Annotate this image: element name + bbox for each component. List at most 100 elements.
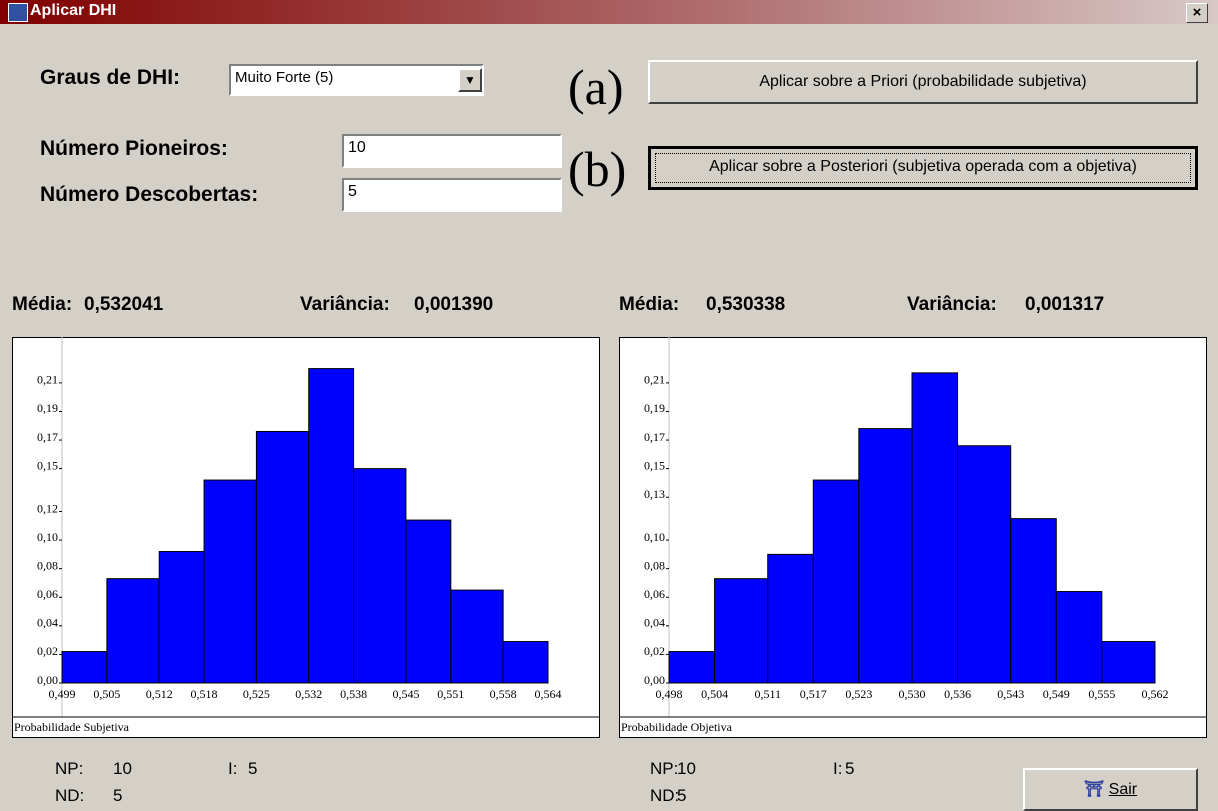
x-tick-label: 0,498 [656,687,683,701]
window: {"window": {"title": "Aplicar DHI", "clo… [0,0,1218,811]
bar [354,469,406,683]
bar [912,373,958,683]
y-tick-label: 0,00 [37,673,58,687]
button-a[interactable]: Aplicar sobre a Priori (probabilidade su… [648,60,1198,104]
np-value: 10 [677,759,696,779]
y-tick-label: 0,02 [644,644,665,658]
bar [1056,592,1102,683]
y-tick-label: 0,08 [644,558,665,572]
x-tick-label: 0,549 [1043,687,1070,701]
x-tick-label: 0,499 [49,687,76,701]
bar [451,590,503,683]
x-tick-label: 0,558 [490,687,517,701]
y-tick-label: 0,06 [644,587,665,601]
y-tick-label: 0,04 [37,616,58,630]
histogram-chart: Probabilidade Objetiva 0,00 0,02 0,04 0,06 0,… [619,337,1207,739]
y-tick-label: 0,17 [644,430,665,444]
x-axis-label: Probabilidade Subjetiva [14,720,130,734]
variancia-value: 0,001390 [414,294,493,316]
bar [1011,519,1057,683]
y-tick-label: 0,21 [37,373,58,387]
button-b[interactable]: Aplicar sobre a Posteriori (subjetiva op… [648,146,1198,190]
y-tick-label: 0,21 [644,373,665,387]
combo-arrow[interactable]: ▼ [458,68,482,92]
bar [669,652,715,683]
y-tick-label: 0,15 [37,458,58,472]
x-tick-label: 0,517 [800,687,827,701]
bar [958,446,1011,683]
x-tick-label: 0,536 [944,687,971,701]
media-label: Média: [619,294,679,316]
bar [768,554,814,683]
y-tick-label: 0,17 [37,430,58,444]
y-tick-label: 0,10 [644,530,665,544]
bar [715,579,768,683]
graus-label: Graus de DHI: [40,66,180,90]
y-tick-label: 0,15 [644,458,665,472]
y-tick-label: 0,08 [37,558,58,572]
y-tick-label: 0,19 [37,401,58,415]
app-icon [8,3,28,22]
y-tick-label: 0,04 [644,616,665,630]
x-tick-label: 0,525 [243,687,270,701]
x-tick-label: 0,518 [191,687,218,701]
np-label: NP: [650,759,678,779]
x-tick-label: 0,551 [437,687,464,701]
bar [813,480,859,683]
marker-a: (a) [568,58,624,116]
bar [107,579,159,683]
x-tick-label: 0,523 [845,687,872,701]
y-tick-label: 0,00 [644,673,665,687]
x-tick-label: 0,532 [295,687,322,701]
bar [309,369,354,683]
media-label: Média: [12,294,72,316]
y-tick-label: 0,02 [37,644,58,658]
variancia-value: 0,001317 [1025,294,1104,316]
y-tick-label: 0,12 [37,501,58,515]
bar [406,520,451,683]
x-tick-label: 0,511 [754,687,781,701]
x-tick-label: 0,538 [340,687,367,701]
i-value: 5 [248,759,257,779]
y-tick-label: 0,19 [644,401,665,415]
graus-combo[interactable]: Muito Forte (5) [229,64,484,96]
media-value: 0,532041 [84,294,163,316]
i-value: 5 [845,759,854,779]
nd-label: ND: [55,786,84,806]
np-label: NP: [55,759,83,779]
bar [503,642,548,683]
i-label: I: [228,759,237,779]
bar [204,480,256,683]
exit-label: Sair [1109,781,1137,798]
nd-label: ND: [650,786,679,806]
bar [62,652,107,683]
x-tick-label: 0,504 [701,687,728,701]
np-value: 10 [113,759,132,779]
bar [256,431,308,683]
x-tick-label: 0,545 [392,687,419,701]
exit-icon: ⛩ [1084,781,1104,798]
x-tick-label: 0,512 [146,687,173,701]
x-tick-label: 0,543 [997,687,1024,701]
media-value: 0,530338 [706,294,785,316]
descobertas-label: Número Descobertas: [40,183,258,207]
i-label: I: [833,759,842,779]
close-button[interactable]: × [1186,3,1208,23]
histogram-chart: Probabilidade Subjetiva 0,00 0,02 0,04 0,06 0… [12,337,600,739]
y-tick-label: 0,13 [644,487,665,501]
marker-b: (b) [568,140,626,198]
x-axis-label: Probabilidade Objetiva [621,720,733,734]
x-tick-label: 0,562 [1142,687,1169,701]
y-tick-label: 0,06 [37,587,58,601]
bar [859,429,912,683]
nd-value: 5 [113,786,122,806]
y-tick-label: 0,10 [37,530,58,544]
bar [1102,642,1155,683]
descobertas-input[interactable]: 5 [342,178,562,212]
pioneiros-input[interactable]: 10 [342,134,562,168]
variancia-label: Variância: [907,294,997,316]
bar [159,552,204,683]
exit-button[interactable]: ⛩ Sair [1023,768,1198,811]
title-bar [0,0,1218,24]
pioneiros-label: Número Pioneiros: [40,137,228,161]
